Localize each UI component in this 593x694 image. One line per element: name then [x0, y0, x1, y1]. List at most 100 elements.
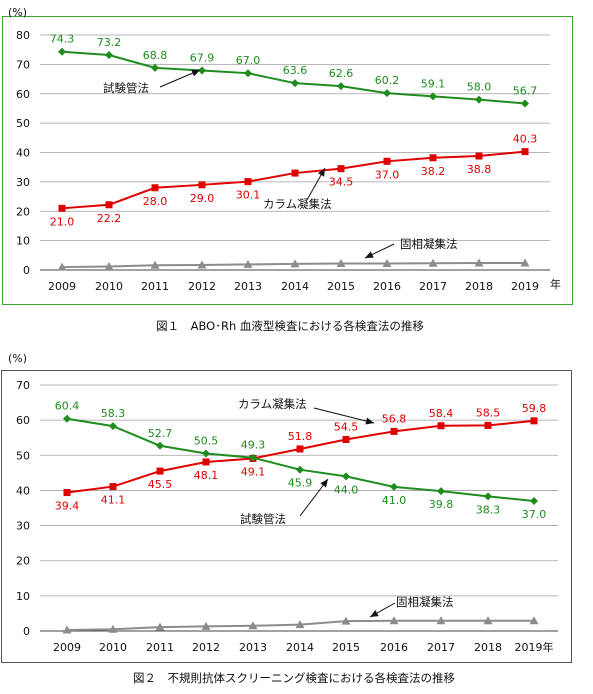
x-tick-label: 2011 — [141, 280, 169, 293]
x-tick-label: 2017 — [419, 280, 447, 293]
caption-chart-irregular-antibody: 図２ 不規則抗体スクリーニング検査における各検査法の推移 — [133, 671, 455, 685]
data-point — [530, 417, 538, 425]
series-annotation: 試験管法 — [240, 512, 286, 526]
data-point — [150, 260, 160, 269]
data-point — [390, 482, 398, 491]
x-tick-label: 2016 — [380, 641, 408, 654]
data-label: 56.7 — [513, 84, 538, 97]
data-label: 40.3 — [513, 133, 538, 146]
data-label: 58.3 — [101, 407, 126, 420]
x-tick-label: 2019 — [511, 280, 539, 293]
y-tick-label: 0 — [23, 264, 30, 277]
y-tick-label: 40 — [16, 484, 30, 497]
y-tick-label: 20 — [16, 555, 30, 568]
x-tick-label: 2014 — [281, 280, 309, 293]
data-point — [202, 458, 210, 466]
data-point — [296, 465, 304, 474]
y-tick-label: 30 — [16, 176, 30, 189]
data-label: 67.0 — [236, 54, 261, 67]
data-label: 62.6 — [329, 67, 354, 80]
x-tick-label: 2012 — [188, 280, 216, 293]
data-label: 52.7 — [148, 427, 173, 440]
data-point — [521, 148, 529, 156]
data-point — [530, 496, 538, 505]
data-label: 38.3 — [476, 503, 501, 516]
data-label: 45.9 — [288, 477, 313, 490]
data-point — [336, 259, 346, 268]
data-point — [201, 621, 211, 630]
data-point — [521, 99, 529, 108]
series-annotation: 固相凝集法 — [396, 595, 454, 609]
data-point — [243, 259, 253, 268]
chart-irregular-antibody: (%) 0 10 20 30 40 50 60 70 2009 2010 2011 2012 2013 20… — [1, 352, 572, 663]
data-point — [342, 435, 350, 443]
data-point — [382, 259, 392, 268]
data-point — [484, 492, 492, 501]
data-point — [437, 422, 445, 430]
data-label: 29.0 — [190, 192, 215, 205]
data-point — [109, 422, 117, 431]
data-label: 21.0 — [50, 215, 75, 228]
y-tick-label: 50 — [16, 117, 30, 130]
data-label: 49.1 — [241, 465, 266, 478]
data-point — [291, 79, 299, 88]
annotation-arrowhead — [320, 479, 328, 488]
y-tick-label: 10 — [16, 590, 30, 603]
data-label: 41.0 — [382, 494, 407, 507]
data-point — [483, 616, 493, 625]
data-point — [63, 489, 71, 497]
x-tick-label: 2009 — [48, 280, 76, 293]
data-point — [295, 620, 305, 629]
data-label: 37.0 — [375, 168, 400, 181]
data-label: 74.3 — [50, 33, 75, 46]
data-point — [58, 47, 66, 56]
x-tick-label: 2015 — [332, 641, 360, 654]
annotation-arrowhead — [370, 610, 379, 617]
data-label: 39.8 — [429, 498, 454, 511]
data-label: 60.4 — [55, 400, 80, 413]
data-point — [291, 169, 299, 177]
data-label: 50.5 — [194, 435, 219, 448]
data-label: 68.8 — [143, 49, 168, 62]
data-point — [202, 449, 210, 458]
data-label: 51.8 — [288, 430, 313, 443]
data-point — [198, 66, 206, 75]
data-label: 38.2 — [421, 165, 446, 178]
data-point — [475, 95, 483, 104]
data-point — [155, 622, 165, 631]
data-point — [429, 92, 437, 101]
annotation-arrowhead — [318, 168, 325, 177]
annotation-arrowhead — [365, 417, 374, 425]
data-point — [108, 624, 118, 633]
x-tick-label: 2012 — [192, 641, 220, 654]
chart-frame — [1, 370, 572, 663]
series-annotation: カラム凝集法 — [263, 197, 332, 211]
data-point — [475, 152, 483, 160]
data-point — [484, 421, 492, 429]
series-line-0 — [61, 50, 526, 105]
data-label: 44.0 — [334, 483, 359, 496]
x-tick-label: 2010 — [95, 280, 123, 293]
data-point — [62, 625, 72, 634]
data-point — [529, 616, 539, 625]
data-label: 59.8 — [522, 402, 547, 415]
data-point — [58, 204, 66, 212]
data-point — [105, 50, 113, 59]
data-label: 58.5 — [476, 406, 501, 419]
data-point — [520, 258, 530, 267]
annotation-arrowhead — [191, 69, 200, 77]
data-point — [156, 467, 164, 475]
data-label: 60.2 — [375, 74, 400, 87]
data-point — [429, 154, 437, 162]
caption-chart-abo-rh: 図１ ABO･Rh 血液型検査における各検査法の推移 — [156, 319, 424, 333]
data-label: 63.6 — [283, 64, 308, 77]
y-tick-label: 60 — [16, 88, 30, 101]
data-point — [337, 165, 345, 173]
chart-abo-rh: (%) 0 10 20 30 40 50 60 70 80 2009 2010 2011 2012 2013… — [2, 6, 573, 305]
x-tick-label: 2013 — [234, 280, 262, 293]
data-point — [437, 487, 445, 496]
data-point — [57, 262, 67, 271]
data-point — [244, 178, 252, 186]
data-label: 56.8 — [382, 412, 407, 425]
